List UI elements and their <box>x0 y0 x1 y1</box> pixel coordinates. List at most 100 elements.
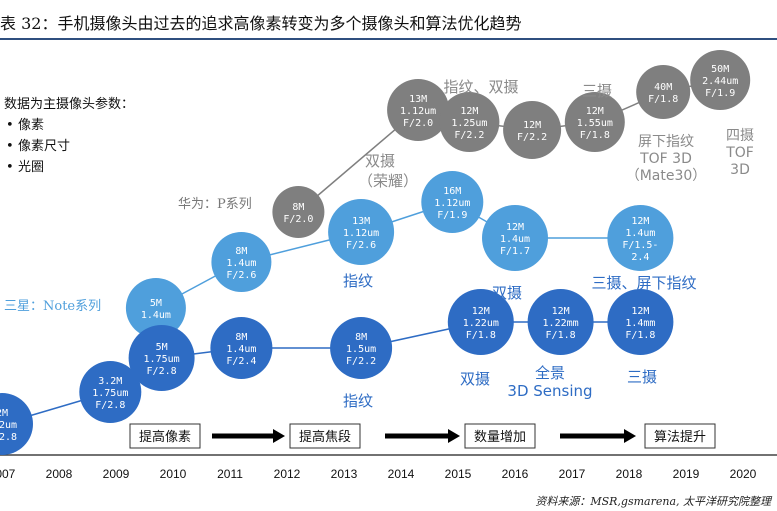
series-1-point-5-label-2: F/1.5- <box>622 240 658 251</box>
series-0-point-3 <box>503 101 562 159</box>
x-tick-label-2012: 2012 <box>274 467 301 481</box>
series-2-point-7-label-0: 12M <box>631 306 649 317</box>
series-0-point-4-label-0: 12M <box>586 106 604 117</box>
series-0-point-2 <box>439 92 500 152</box>
series-0-point-3-label-0: 12M <box>523 120 541 131</box>
series-1-point-2-label-2: F/2.6 <box>346 240 376 251</box>
annotation-huawei-2: 三摄 <box>582 82 612 100</box>
series-0-point-1-label-1: 1.12um <box>400 106 436 117</box>
series-2-point-3-label-1: 1.4um <box>226 344 256 355</box>
series-1-point-1-label-2: F/2.6 <box>226 270 256 281</box>
series-1-point-3-label-2: F/1.9 <box>437 210 467 221</box>
series-1-point-1-label-0: 8M <box>235 246 247 257</box>
series-name-note: 三星：Note系列 <box>4 299 101 314</box>
series-0-point-3-label-1: F/2.2 <box>517 132 547 143</box>
series-2-point-4 <box>330 317 393 379</box>
series-0-point-4 <box>564 92 625 152</box>
x-tick-label-2014: 2014 <box>388 467 415 481</box>
x-tick-label-2016: 2016 <box>502 467 529 481</box>
annotation-huawei-3c: （Mate30） <box>626 168 707 184</box>
series-1-point-3 <box>421 171 484 233</box>
series-0-point-1 <box>387 79 450 141</box>
series-0-point-6-label-0: 50M <box>711 64 729 75</box>
series-2-point-3 <box>210 317 273 379</box>
x-tick-label-2015: 2015 <box>445 467 472 481</box>
x-tick-label-2007: 2007 <box>0 467 16 481</box>
series-0-point-5 <box>636 65 691 119</box>
annotation-huawei-4a: 四摄 <box>726 128 754 144</box>
x-tick-label-2008: 2008 <box>46 467 73 481</box>
series-2-point-1 <box>79 361 142 423</box>
x-tick-label-2018: 2018 <box>616 467 643 481</box>
series-2-point-3-label-2: F/2.4 <box>226 356 256 367</box>
annotation-huawei-0b: （荣耀） <box>358 172 418 190</box>
series-1-point-5 <box>607 205 674 271</box>
annotation-s-0: 指纹 <box>343 392 373 410</box>
series-2-point-2 <box>128 325 195 391</box>
chart-title: 表 32：手机摄像头由过去的追求高像素转变为多个摄像头和算法优化趋势 <box>0 14 522 33</box>
annotation-note-1: 双摄 <box>492 284 522 302</box>
series-1-point-3-label-1: 1.12um <box>434 198 470 209</box>
series-1-point-1-label-1: 1.4um <box>226 258 256 269</box>
series-2-point-6-label-1: 1.22mm <box>543 318 579 329</box>
series-2-point-6-label-2: F/1.8 <box>546 330 576 341</box>
series-1-point-0-label-0: 5M <box>150 298 162 309</box>
series-1-point-4-label-1: 1.4um <box>500 234 530 245</box>
series-2-point-5-label-2: F/1.8 <box>466 330 496 341</box>
series-0-point-6-label-2: F/1.9 <box>705 88 735 99</box>
series-2-point-1-label-1: 1.75um <box>92 388 128 399</box>
series-0-point-1-label-0: 13M <box>409 94 427 105</box>
series-2-point-0 <box>0 393 33 455</box>
series-0-point-4-label-2: F/1.8 <box>580 130 610 141</box>
annotation-s-2b: 3D Sensing <box>507 382 592 400</box>
annotation-s-2a: 全景 <box>535 364 565 382</box>
stage-label-1: 提高焦段 <box>299 429 351 445</box>
series-1-point-5-label-1: 1.4um <box>625 228 655 239</box>
stage-label-3: 算法提升 <box>654 429 706 445</box>
series-2-point-2-label-2: F/2.8 <box>147 366 177 377</box>
parameter-item-pixels: 像素 <box>6 115 134 136</box>
series-0-point-0-label-1: F/2.0 <box>283 214 313 225</box>
stage-box-3 <box>644 423 716 449</box>
series-1-point-2-label-0: 13M <box>352 216 370 227</box>
series-1-point-1 <box>211 232 272 292</box>
series-0-point-0-label-0: 8M <box>292 202 304 213</box>
stage-arrow-head-2 <box>624 429 636 443</box>
series-1-point-0 <box>125 278 186 338</box>
series-0-point-1-label-2: F/2.0 <box>403 118 433 129</box>
chart-title-bar: 表 32：手机摄像头由过去的追求高像素转变为多个摄像头和算法优化趋势 <box>0 0 777 40</box>
annotation-huawei-4b: TOF <box>725 145 754 161</box>
series-2-point-7 <box>607 289 674 355</box>
series-2-point-7-label-1: 1.4mm <box>625 318 655 329</box>
series-2-point-0-label-2: F/2.8 <box>0 432 17 443</box>
x-tick-label-2009: 2009 <box>103 467 130 481</box>
x-tick-label-2020: 2020 <box>730 467 757 481</box>
series-1-point-5-label-3: 2.4 <box>631 252 649 263</box>
annotation-huawei-0a: 双摄 <box>365 152 395 170</box>
stage-arrow-head-1 <box>448 429 460 443</box>
source-note: 资料来源：MSR,gsmarena, 太平洋研究院整理 <box>535 495 771 508</box>
series-name-huawei: 华为：P系列 <box>178 197 252 212</box>
series-2-point-6-label-0: 12M <box>552 306 570 317</box>
parameter-legend: 数据为主摄像头参数： 像素 像素尺寸 光圈 <box>4 94 134 178</box>
series-0-point-6-label-1: 2.44um <box>702 76 738 87</box>
stage-box-1 <box>289 423 361 449</box>
stage-arrow-head-0 <box>273 429 285 443</box>
series-2-point-4-label-0: 8M <box>355 332 367 343</box>
annotation-note-0: 指纹 <box>343 272 373 290</box>
series-2-point-0-label-1: 2.2um <box>0 420 17 431</box>
annotation-note-2: 三摄、屏下指纹 <box>591 274 696 292</box>
series-1-point-4 <box>482 205 548 271</box>
stage-label-0: 提高像素 <box>139 429 191 445</box>
series-0-point-4-label-1: 1.55um <box>577 118 613 129</box>
series-2-point-6 <box>527 289 594 355</box>
series-2-point-2-label-0: 5M <box>156 342 168 353</box>
series-0-point-5-label-0: 40M <box>654 82 672 93</box>
series-0-point-2-label-0: 12M <box>460 106 478 117</box>
series-0-point-0 <box>272 186 325 238</box>
stage-box-0 <box>129 423 201 449</box>
series-2-point-1-label-2: F/2.8 <box>95 400 125 411</box>
series-2-point-4-label-1: 1.5um <box>346 344 376 355</box>
series-2-point-4-label-2: F/2.2 <box>346 356 376 367</box>
